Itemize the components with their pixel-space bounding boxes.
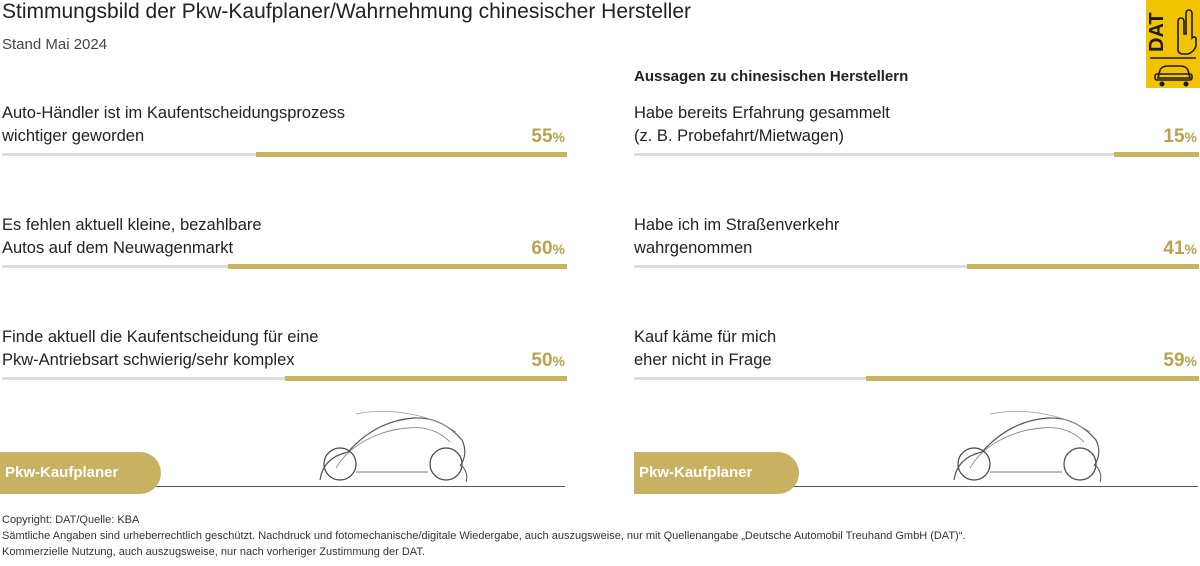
bar-fill bbox=[256, 152, 567, 157]
left-item-1: Es fehlen aktuell kleine, bezahlbare Aut… bbox=[2, 214, 567, 290]
percent-value: 41% bbox=[1163, 238, 1197, 260]
percent-value: 59% bbox=[1163, 350, 1197, 372]
ground-line bbox=[634, 486, 1198, 487]
percent-unit: % bbox=[1184, 353, 1197, 369]
pkw-kaufplaner-badge: Pkw-Kaufplaner bbox=[0, 452, 161, 494]
dat-logo: DAT bbox=[1146, 0, 1200, 88]
bar-fill bbox=[967, 264, 1199, 269]
page-title: Stimmungsbild der Pkw-Kaufplaner/Wahrneh… bbox=[2, 0, 692, 23]
bar-fill bbox=[284, 376, 567, 381]
percent-number: 50 bbox=[531, 350, 553, 371]
percent-number: 15 bbox=[1163, 126, 1185, 147]
statement-label: Es fehlen aktuell kleine, bezahlbare Aut… bbox=[2, 214, 262, 260]
statement-line-1: Habe bereits Erfahrung gesammelt bbox=[634, 104, 890, 122]
statement-label: Habe bereits Erfahrung gesammelt (z. B. … bbox=[634, 102, 890, 148]
percent-value: 50% bbox=[531, 350, 565, 372]
pkw-kaufplaner-badge: Pkw-Kaufplaner bbox=[634, 452, 799, 494]
percent-unit: % bbox=[552, 129, 565, 145]
percent-number: 41 bbox=[1163, 238, 1185, 259]
percent-unit: % bbox=[1184, 241, 1197, 257]
percent-unit: % bbox=[552, 353, 565, 369]
statement-line-2: wahrgenommen bbox=[634, 239, 753, 257]
statement-line-1: Kauf käme für mich bbox=[634, 328, 777, 346]
bar-track bbox=[634, 153, 1199, 156]
statement-label: Auto-Händler ist im Kaufentscheidungspro… bbox=[2, 102, 345, 148]
ground-line bbox=[2, 486, 565, 487]
percent-number: 59 bbox=[1163, 350, 1185, 371]
copyright-line: Copyright: DAT/Quelle: KBA bbox=[2, 514, 140, 526]
bar-fill bbox=[1114, 152, 1199, 157]
statement-label: Finde aktuell die Kaufentscheidung für e… bbox=[2, 326, 318, 372]
right-item-2: Kauf käme für mich eher nicht in Frage 5… bbox=[634, 326, 1199, 402]
percent-value: 55% bbox=[531, 126, 565, 148]
statement-line-1: Auto-Händler ist im Kaufentscheidungspro… bbox=[2, 104, 346, 122]
right-section-heading: Aussagen zu chinesischen Herstellern bbox=[634, 68, 909, 85]
car-sketch-icon bbox=[953, 411, 1102, 483]
percent-value: 60% bbox=[531, 238, 565, 260]
statement-line-2: eher nicht in Frage bbox=[634, 351, 772, 369]
percent-number: 55 bbox=[531, 126, 553, 147]
percent-unit: % bbox=[1184, 129, 1197, 145]
statement-line-2: (z. B. Probefahrt/Mietwagen) bbox=[634, 127, 845, 145]
statement-line-1: Finde aktuell die Kaufentscheidung für e… bbox=[2, 328, 319, 346]
left-item-2: Finde aktuell die Kaufentscheidung für e… bbox=[2, 326, 567, 402]
percent-number: 60 bbox=[531, 238, 553, 259]
statement-line-1: Es fehlen aktuell kleine, bezahlbare bbox=[2, 216, 262, 234]
left-item-0: Auto-Händler ist im Kaufentscheidungspro… bbox=[2, 102, 567, 178]
bar-track bbox=[634, 265, 1199, 268]
copyright-notice-line: Sämtliche Angaben sind urheberrechtlich … bbox=[2, 530, 966, 542]
usage-notice-line: Kommerzielle Nutzung, auch auszugsweise,… bbox=[2, 546, 425, 558]
page-subtitle: Stand Mai 2024 bbox=[2, 36, 108, 53]
statement-line-2: Pkw-Antriebsart schwierig/sehr komplex bbox=[2, 351, 295, 369]
bar-fill bbox=[228, 264, 567, 269]
statement-line-1: Habe ich im Straßenverkehr bbox=[634, 216, 840, 234]
percent-value: 15% bbox=[1163, 126, 1197, 148]
bar-fill bbox=[865, 376, 1199, 381]
percent-unit: % bbox=[552, 241, 565, 257]
statement-label: Kauf käme für mich eher nicht in Frage bbox=[634, 326, 776, 372]
statement-line-2: Autos auf dem Neuwagenmarkt bbox=[2, 239, 234, 257]
right-item-1: Habe ich im Straßenverkehr wahrgenommen … bbox=[634, 214, 1199, 290]
car-sketch-icon bbox=[319, 411, 468, 483]
statement-line-2: wichtiger geworden bbox=[2, 127, 145, 145]
svg-text:DAT: DAT bbox=[1146, 12, 1168, 52]
right-item-0: Habe bereits Erfahrung gesammelt (z. B. … bbox=[634, 102, 1199, 178]
statement-label: Habe ich im Straßenverkehr wahrgenommen bbox=[634, 214, 839, 260]
